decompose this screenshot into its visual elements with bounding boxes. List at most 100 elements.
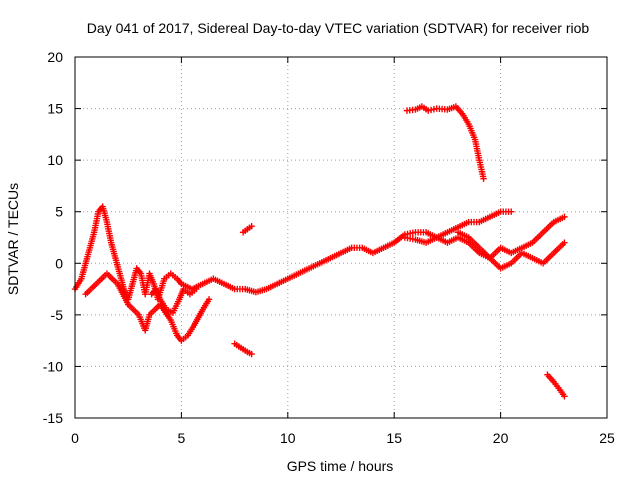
data-point-fill [170, 298, 182, 314]
data-point-fill [499, 261, 513, 271]
data-point [561, 239, 568, 246]
series-short-segment-1 [239, 222, 255, 236]
data-point-fill [436, 105, 448, 113]
data-point-fill [222, 281, 236, 292]
series-short-segment-2 [231, 340, 255, 358]
data-point-fill [500, 208, 512, 215]
data-point-fill [499, 245, 513, 256]
data-point-fill [351, 244, 363, 252]
data-point-fill [478, 214, 492, 225]
data-point-fill [520, 240, 534, 250]
data-point-fill [339, 245, 353, 256]
data-point-fill [175, 277, 184, 286]
data-point-fill [531, 230, 545, 245]
data-point-fill [558, 389, 567, 398]
data-point-fill [96, 205, 105, 214]
data-point-fill [239, 346, 249, 354]
data-point [561, 213, 568, 221]
data-point [561, 393, 568, 400]
x-tick-label: 10 [280, 430, 296, 446]
data-point-fill [371, 245, 385, 256]
data-point-fill [153, 287, 163, 301]
data-point-fill [552, 214, 566, 225]
data-point-fill [467, 241, 481, 255]
data-point-fill [265, 281, 279, 292]
data-point-fill [212, 276, 226, 287]
series-secondary-track [82, 270, 213, 344]
data-point-fill [488, 246, 503, 260]
data-point-fill [414, 104, 423, 112]
data-point-fill [541, 251, 556, 265]
data-point-fill [404, 234, 417, 243]
data-point-fill [329, 250, 343, 261]
chart-title: Day 041 of 2017, Sidereal Day-to-day VTE… [87, 20, 590, 36]
y-tick-label: 15 [47, 101, 63, 117]
data-point-fill [435, 235, 449, 245]
ticks: 0 5 10 15 20 25 -15 -10 -5 0 5 10 15 20 [43, 49, 615, 446]
data-point-fill [169, 272, 179, 281]
data-point [248, 350, 255, 358]
data-point [480, 175, 487, 182]
data-point-fill [488, 256, 503, 270]
data-point-fill [188, 287, 198, 296]
data-point-fill [180, 334, 189, 343]
data-point-fill [466, 123, 478, 141]
data-point-fill [84, 282, 98, 296]
data-point-fill [286, 271, 300, 281]
x-tick-label: 0 [71, 430, 79, 446]
data-point-fill [427, 106, 438, 114]
data-point-fill [456, 235, 470, 245]
data-point-fill [477, 246, 492, 260]
data-point-fill [468, 218, 480, 226]
data-point-fill [460, 112, 471, 126]
x-tick-label: 15 [386, 430, 402, 446]
data-point-fill [73, 277, 84, 291]
data-point [508, 208, 515, 215]
data-point-fill [134, 266, 143, 276]
data-series [71, 103, 568, 400]
data-point-fill [420, 104, 430, 113]
data-point-fill [406, 106, 416, 114]
data-point-fill [531, 255, 545, 266]
data-point-fill [446, 235, 460, 245]
data-point [248, 222, 255, 230]
data-point-fill [446, 104, 457, 113]
data-point-fill [425, 235, 438, 245]
data-point-fill [414, 229, 427, 236]
data-point-fill [180, 281, 194, 292]
data-point-fill [126, 303, 141, 317]
data-point [193, 285, 200, 293]
data-point-fill [488, 209, 502, 220]
data-point-fill [115, 282, 131, 306]
data-point-fill [158, 298, 169, 311]
data-point-fill [149, 287, 158, 296]
data-point-fill [510, 245, 523, 256]
series-short-segment-3 [544, 371, 568, 400]
data-point-fill [382, 240, 396, 250]
plot-frame [74, 56, 608, 419]
data-point-fill [308, 261, 321, 271]
data-point-fill [165, 307, 174, 315]
data-point-fill [456, 219, 470, 230]
data-point-fill [552, 380, 562, 392]
data-point-fill [168, 319, 180, 337]
data-point-fill [182, 287, 191, 296]
data-point-fill [175, 334, 184, 343]
data-point-fill [147, 272, 157, 286]
y-tick-label: -15 [43, 410, 63, 426]
data-point-fill [233, 341, 243, 350]
series-dip-track [454, 229, 568, 272]
x-tick-label: 20 [493, 430, 509, 446]
data-point-fill [404, 229, 417, 238]
y-tick-label: -5 [51, 307, 64, 323]
y-tick-label: 10 [47, 152, 63, 168]
data-point-fill [185, 324, 197, 337]
y-tick-label: -10 [43, 358, 63, 374]
data-point-fill [456, 230, 470, 240]
data-point-fill [94, 272, 109, 286]
data-point-fill [392, 232, 407, 245]
y-tick-label: 5 [55, 204, 63, 220]
x-axis-label: GPS time / hours [287, 458, 394, 474]
data-point-fill [163, 272, 172, 281]
